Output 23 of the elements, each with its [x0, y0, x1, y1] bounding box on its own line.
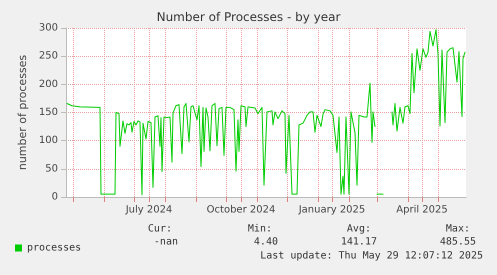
y-tick-label: 150 [38, 107, 58, 118]
y-tick-label: 300 [38, 22, 58, 34]
text: 485.55 [440, 236, 476, 248]
text: Avg: [346, 224, 371, 234]
y-tick-label: 50 [45, 163, 58, 174]
y-tick-label: 250 [38, 50, 58, 62]
x-tick-label: July 2024 [124, 204, 172, 216]
y-tick-label: 0 [52, 192, 58, 202]
y-axis-title: number of processes [16, 54, 29, 170]
x-tick-label: January 2025 [298, 204, 366, 216]
text: 141.17 [340, 236, 377, 248]
chart-title: Number of Processes - by year [156, 10, 340, 24]
y-tick-label: 100 [38, 135, 58, 146]
text: -nan [154, 236, 178, 248]
text: Cur: [148, 224, 172, 234]
text: 4.40 [254, 236, 278, 248]
text: Last update: Thu May 29 12:07:12 2025 [260, 250, 483, 262]
text: Max: [446, 224, 470, 234]
x-tick-label: April 2025 [396, 204, 448, 216]
y-tick-label: 200 [38, 78, 58, 90]
legend-label: processes [27, 242, 82, 254]
text: Min: [248, 224, 272, 234]
x-tick-label: October 2024 [206, 204, 276, 216]
